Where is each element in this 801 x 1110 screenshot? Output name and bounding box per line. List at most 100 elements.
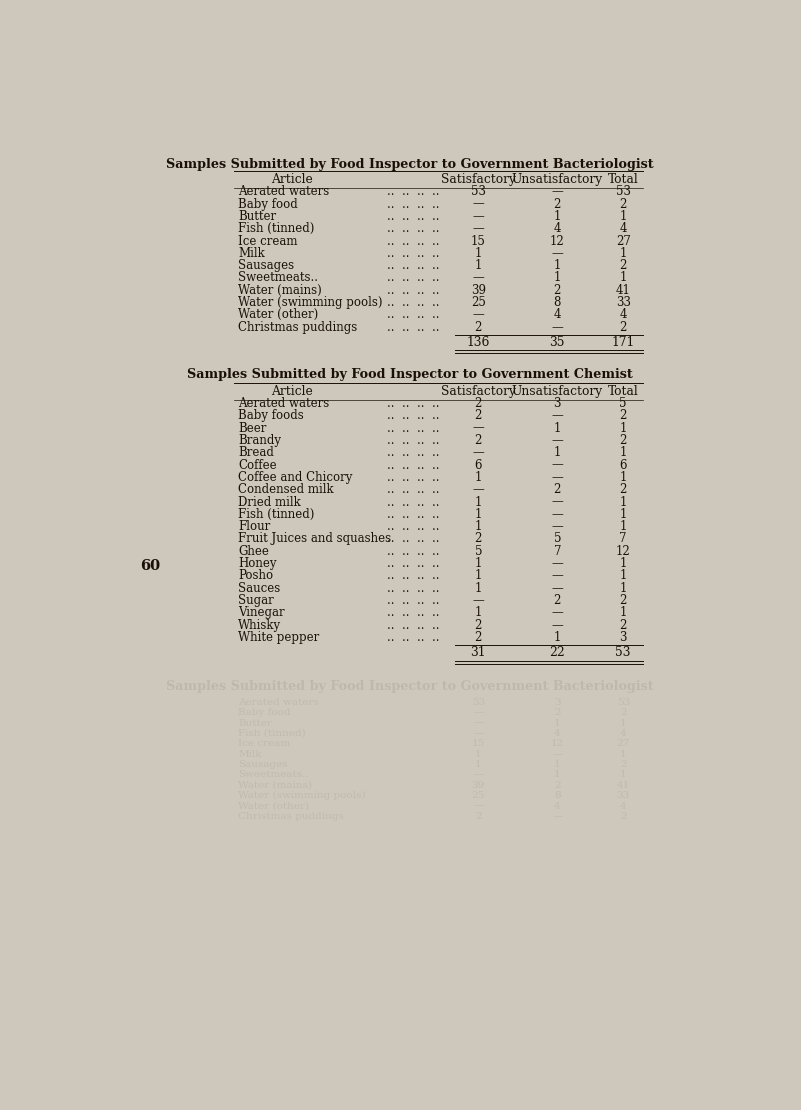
- Text: 35: 35: [549, 336, 566, 350]
- Text: 4: 4: [553, 309, 562, 322]
- Text: 2: 2: [475, 632, 482, 644]
- Text: Fruit Juices and squashes: Fruit Juices and squashes: [238, 533, 391, 545]
- Text: 4: 4: [620, 801, 626, 810]
- Text: 1: 1: [619, 495, 627, 508]
- Text: Milk: Milk: [238, 246, 265, 260]
- Text: 1: 1: [619, 272, 627, 284]
- Text: ..  ..  ..  ..: .. .. .. ..: [387, 508, 440, 521]
- Text: ..  ..  ..  ..: .. .. .. ..: [387, 533, 440, 545]
- Text: ..  ..  ..  ..: .. .. .. ..: [387, 434, 440, 447]
- Text: 2: 2: [619, 618, 627, 632]
- Text: 1: 1: [475, 508, 482, 521]
- Text: Fish (tinned): Fish (tinned): [238, 729, 306, 738]
- Text: 1: 1: [619, 521, 627, 533]
- Text: —: —: [473, 198, 484, 211]
- Text: Unsatisfactory: Unsatisfactory: [512, 173, 603, 185]
- Text: ..  ..  ..  ..: .. .. .. ..: [387, 222, 440, 235]
- Text: Baby foods: Baby foods: [238, 410, 304, 422]
- Text: 2: 2: [554, 781, 561, 790]
- Text: Sauces: Sauces: [238, 582, 280, 595]
- Text: 6: 6: [619, 458, 627, 472]
- Text: Baby food: Baby food: [238, 198, 298, 211]
- Text: 6: 6: [474, 458, 482, 472]
- Text: 4: 4: [554, 801, 561, 810]
- Text: —: —: [473, 272, 484, 284]
- Text: —: —: [552, 185, 563, 199]
- Text: 53: 53: [471, 185, 486, 199]
- Text: 53: 53: [472, 698, 485, 707]
- Text: ..  ..  ..  ..: .. .. .. ..: [387, 259, 440, 272]
- Text: 8: 8: [554, 791, 561, 800]
- Text: 171: 171: [612, 336, 635, 350]
- Text: ..  ..  ..  ..: .. .. .. ..: [387, 210, 440, 223]
- Text: 2: 2: [619, 198, 627, 211]
- Text: 2: 2: [619, 410, 627, 422]
- Text: 53: 53: [617, 698, 630, 707]
- Text: 4: 4: [620, 729, 626, 738]
- Text: 1: 1: [475, 582, 482, 595]
- Text: Water (other): Water (other): [238, 801, 309, 810]
- Text: Whisky: Whisky: [238, 618, 281, 632]
- Text: —: —: [552, 749, 562, 759]
- Text: Butter: Butter: [238, 718, 272, 727]
- Text: 31: 31: [470, 646, 486, 659]
- Text: —: —: [552, 606, 563, 619]
- Text: 12: 12: [550, 234, 565, 248]
- Text: Fish (tinned): Fish (tinned): [238, 222, 315, 235]
- Text: ..  ..  ..  ..: .. .. .. ..: [387, 458, 440, 472]
- Text: Baby food: Baby food: [238, 708, 291, 717]
- Text: 27: 27: [617, 739, 630, 748]
- Text: 1: 1: [620, 770, 626, 779]
- Text: Bread: Bread: [238, 446, 274, 460]
- Text: ..  ..  ..  ..: .. .. .. ..: [387, 272, 440, 284]
- Text: 1: 1: [619, 471, 627, 484]
- Text: ..  ..  ..  ..: .. .. .. ..: [387, 198, 440, 211]
- Text: 15: 15: [471, 234, 485, 248]
- Text: Sweetmeats..: Sweetmeats..: [238, 272, 318, 284]
- Text: Coffee: Coffee: [238, 458, 276, 472]
- Text: 2: 2: [475, 813, 481, 821]
- Text: 1: 1: [619, 422, 627, 435]
- Text: 2: 2: [620, 813, 626, 821]
- Text: Sugar: Sugar: [238, 594, 274, 607]
- Text: ..  ..  ..  ..: .. .. .. ..: [387, 471, 440, 484]
- Text: Butter: Butter: [238, 210, 276, 223]
- Text: Unsatisfactory: Unsatisfactory: [512, 385, 603, 397]
- Text: ..  ..  ..  ..: .. .. .. ..: [387, 521, 440, 533]
- Text: 1: 1: [619, 557, 627, 571]
- Text: 1: 1: [553, 446, 561, 460]
- Text: Fish (tinned): Fish (tinned): [238, 508, 315, 521]
- Text: 2: 2: [553, 483, 561, 496]
- Text: 1: 1: [475, 246, 482, 260]
- Text: 39: 39: [472, 781, 485, 790]
- Text: 4: 4: [553, 222, 562, 235]
- Text: —: —: [552, 508, 563, 521]
- Text: Brandy: Brandy: [238, 434, 281, 447]
- Text: 2: 2: [554, 708, 561, 717]
- Text: 2: 2: [619, 483, 627, 496]
- Text: 1: 1: [553, 422, 561, 435]
- Text: —: —: [473, 594, 484, 607]
- Text: 1: 1: [475, 471, 482, 484]
- Text: 1: 1: [619, 246, 627, 260]
- Text: —: —: [473, 222, 484, 235]
- Text: —: —: [552, 246, 563, 260]
- Text: 136: 136: [467, 336, 490, 350]
- Text: 4: 4: [619, 222, 627, 235]
- Text: Posho: Posho: [238, 569, 273, 583]
- Text: —: —: [552, 458, 563, 472]
- Text: 4: 4: [619, 309, 627, 322]
- Text: ..  ..  ..  ..: .. .. .. ..: [387, 296, 440, 309]
- Text: 1: 1: [553, 632, 561, 644]
- Text: ..  ..  ..  ..: .. .. .. ..: [387, 594, 440, 607]
- Text: 2: 2: [553, 284, 561, 296]
- Text: 7: 7: [619, 533, 627, 545]
- Text: Flour: Flour: [238, 521, 270, 533]
- Text: Water (other): Water (other): [238, 309, 318, 322]
- Text: 3: 3: [553, 397, 562, 410]
- Text: 25: 25: [472, 791, 485, 800]
- Text: 4: 4: [554, 729, 561, 738]
- Text: ..  ..  ..  ..: .. .. .. ..: [387, 632, 440, 644]
- Text: —: —: [552, 495, 563, 508]
- Text: —: —: [552, 618, 563, 632]
